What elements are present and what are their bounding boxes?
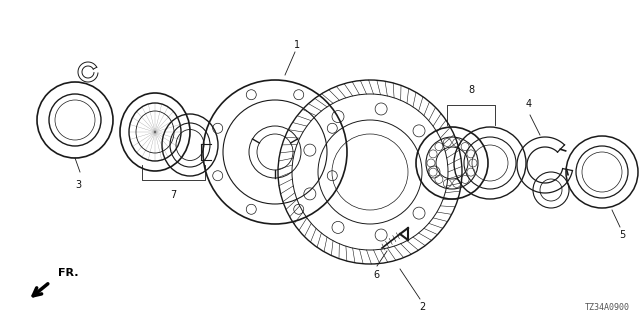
Text: 5: 5 <box>619 230 625 240</box>
Text: 6: 6 <box>373 270 379 280</box>
Text: 8: 8 <box>468 85 474 95</box>
Text: 2: 2 <box>419 302 425 312</box>
Text: FR.: FR. <box>58 268 79 278</box>
Text: 3: 3 <box>75 180 81 190</box>
Text: 1: 1 <box>294 40 300 50</box>
Text: 4: 4 <box>526 99 532 109</box>
Text: TZ34A0900: TZ34A0900 <box>585 303 630 312</box>
Text: 7: 7 <box>170 190 177 200</box>
